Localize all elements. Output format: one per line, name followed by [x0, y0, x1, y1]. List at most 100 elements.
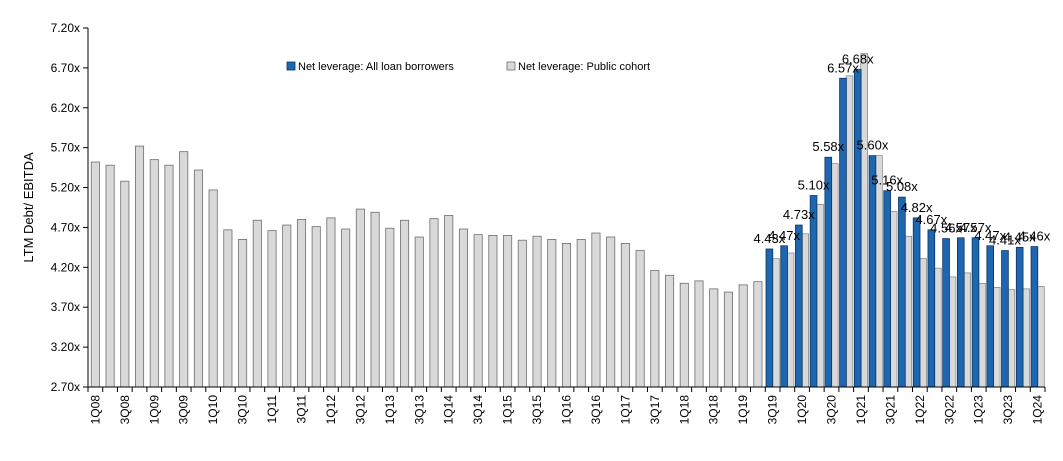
bar-all-4Q21 — [898, 196, 906, 388]
bar-all-1Q22 — [912, 217, 921, 388]
bar-public-1Q23 — [978, 282, 986, 388]
bar-all-1Q21 — [853, 69, 862, 388]
bar-public-3Q08 — [120, 180, 130, 388]
x-tick-label: 1Q15 — [501, 395, 515, 425]
data-label: 4.47x — [974, 228, 1006, 243]
bar-public-2Q21 — [875, 155, 883, 388]
bar-public-4Q13 — [429, 218, 439, 388]
bar-public-3Q11 — [296, 219, 307, 388]
data-label: 4.57x — [945, 220, 977, 235]
x-tick-label: 1Q14 — [442, 395, 456, 425]
bar-public-4Q20 — [845, 75, 854, 388]
y-tick-label: 5.70x — [51, 141, 80, 155]
y-tick-label: 4.20x — [51, 260, 80, 274]
bar-public-3Q22 — [948, 276, 957, 388]
y-tick-label: 5.20x — [51, 181, 80, 195]
x-tick-label: 3Q14 — [471, 395, 485, 425]
x-tick-label: 3Q08 — [118, 395, 132, 425]
bar-all-4Q23 — [1015, 246, 1024, 388]
bars-layer — [90, 53, 1045, 388]
bar-public-3Q15 — [532, 235, 542, 388]
y-tick-label: 7.20x — [51, 21, 80, 35]
x-tick-label: 1Q24 — [1031, 395, 1045, 425]
y-tick-label: 3.70x — [51, 300, 80, 314]
x-tick-label: 3Q19 — [766, 395, 780, 425]
bar-public-2Q10 — [223, 229, 233, 388]
bar-public-4Q19 — [786, 252, 795, 388]
x-tick-label: 3Q18 — [707, 395, 721, 425]
bar-public-3Q13 — [414, 236, 424, 388]
x-tick-label: 3Q17 — [648, 395, 662, 425]
data-labels-layer: 4.43x4.47x4.73x5.10x5.58x6.57x6.68x5.60x… — [753, 51, 1050, 247]
bar-all-4Q22 — [956, 237, 965, 388]
data-label: 4.41x — [989, 233, 1021, 248]
bar-all-4Q19 — [780, 245, 788, 388]
legend-swatch-all — [286, 61, 296, 71]
data-label: 5.10x — [798, 178, 830, 193]
data-label: 4.45x — [1004, 229, 1036, 244]
bar-public-3Q17 — [650, 270, 660, 388]
bar-all-1Q20 — [795, 224, 803, 388]
x-tick-label: 3Q21 — [883, 395, 897, 425]
data-label: 4.56x — [930, 221, 962, 236]
y-tick-label: 6.20x — [51, 101, 80, 115]
bar-public-1Q09 — [149, 159, 159, 388]
bar-public-4Q09 — [193, 169, 203, 388]
bar-public-3Q19 — [772, 258, 780, 388]
bar-public-2Q12 — [341, 228, 351, 388]
bar-public-4Q14 — [488, 235, 498, 388]
x-tick-label: 1Q17 — [618, 395, 632, 425]
bar-public-1Q13 — [385, 227, 395, 388]
bar-public-1Q17 — [620, 242, 630, 388]
data-label: 4.46x — [1018, 229, 1050, 244]
bar-public-2Q18 — [694, 280, 704, 388]
y-tick-label: 2.70x — [51, 380, 80, 394]
x-tick-label: 1Q23 — [972, 395, 986, 425]
x-tick-label: 3Q16 — [589, 395, 603, 425]
bar-public-3Q21 — [889, 211, 898, 388]
legend-label-public: Net leverage: Public cohort — [518, 61, 650, 73]
bar-public-2Q16 — [576, 239, 586, 388]
bar-public-2Q23 — [993, 286, 1001, 388]
x-tick-label: 3Q10 — [236, 395, 250, 425]
x-tick-label: 1Q20 — [795, 395, 809, 425]
x-tick-label: 1Q19 — [736, 395, 750, 425]
x-tick-label: 3Q12 — [353, 395, 367, 425]
bar-public-3Q16 — [591, 232, 601, 388]
x-tick-label: 3Q20 — [825, 395, 839, 425]
bar-public-4Q21 — [904, 235, 913, 388]
bar-public-4Q22 — [963, 272, 971, 388]
bar-all-2Q23 — [986, 245, 995, 388]
x-tick-label: 1Q11 — [265, 395, 279, 424]
data-label: 5.58x — [812, 139, 844, 154]
x-tick-label: 3Q15 — [530, 395, 544, 425]
bar-public-4Q10 — [252, 219, 262, 388]
x-tick-label: 1Q18 — [677, 395, 691, 425]
data-label: 4.82x — [901, 200, 933, 215]
bar-public-4Q16 — [606, 236, 616, 388]
bar-public-1Q08 — [90, 161, 100, 388]
bar-public-1Q16 — [561, 242, 572, 388]
x-tick-label: 1Q08 — [88, 395, 102, 425]
bar-public-1Q12 — [326, 217, 336, 388]
bar-public-2Q17 — [635, 250, 645, 388]
y-tick-label: 3.20x — [51, 340, 80, 354]
bar-public-1Q21 — [860, 53, 868, 388]
bar-public-4Q23 — [1022, 288, 1030, 388]
x-tick-label: 1Q22 — [913, 395, 927, 425]
bar-public-3Q10 — [238, 239, 248, 388]
bar-public-2Q19 — [753, 281, 763, 388]
bar-all-1Q23 — [971, 237, 980, 388]
bar-public-1Q14 — [444, 215, 454, 388]
bar-all-3Q23 — [1001, 250, 1009, 388]
bar-public-1Q24 — [1037, 286, 1045, 388]
bar-public-1Q18 — [679, 282, 689, 388]
x-tick-label: 1Q13 — [383, 395, 397, 425]
bar-public-4Q12 — [370, 211, 380, 388]
data-label: 4.47x — [768, 228, 800, 243]
y-tick-label: 4.70x — [51, 220, 80, 234]
x-tick-label: 1Q16 — [560, 395, 574, 425]
data-label: 5.16x — [871, 173, 903, 188]
bar-public-2Q15 — [517, 239, 527, 388]
bar-public-1Q22 — [919, 258, 927, 388]
